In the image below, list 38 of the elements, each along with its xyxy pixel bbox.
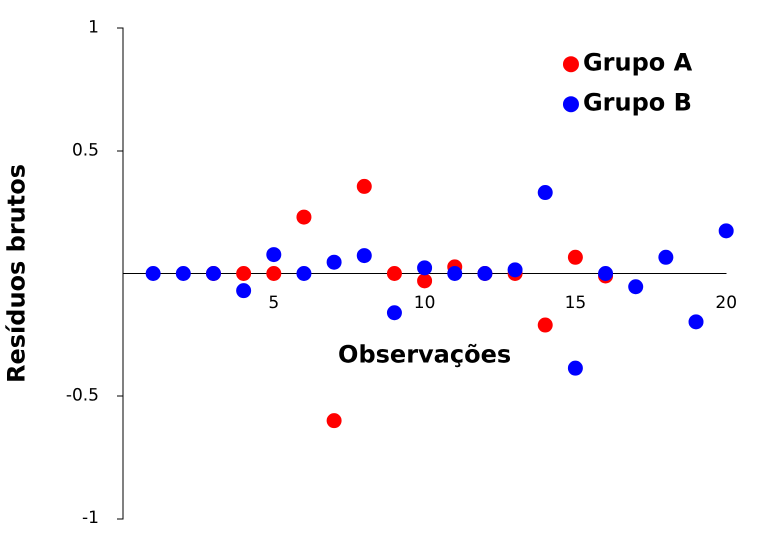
point <box>356 178 372 194</box>
point <box>236 266 252 281</box>
y-tick-label: -0.5 <box>66 386 99 406</box>
x-tick-label: 20 <box>715 293 738 314</box>
point <box>417 273 432 288</box>
point <box>296 266 312 281</box>
y-tick-label: -1 <box>82 508 99 528</box>
y-tick-label: 0.5 <box>72 140 99 160</box>
point <box>568 250 583 265</box>
x-tick-label: 5 <box>268 293 280 314</box>
point <box>146 266 161 281</box>
legend-label: Grupo B <box>582 88 692 116</box>
point <box>538 185 553 200</box>
point <box>688 314 704 330</box>
point <box>266 266 282 281</box>
y-tick-label: 1 <box>88 18 99 38</box>
point <box>508 262 523 278</box>
point <box>326 413 342 428</box>
point <box>176 266 191 281</box>
point <box>417 260 432 276</box>
point <box>296 210 312 225</box>
point <box>718 223 734 238</box>
point <box>568 360 583 376</box>
point <box>326 254 342 270</box>
point <box>386 266 402 281</box>
point <box>266 247 282 262</box>
point <box>236 283 252 298</box>
x-axis-title: Observações <box>338 340 512 369</box>
x-tick-label: 15 <box>564 293 586 314</box>
x-tick-label: 10 <box>414 293 436 314</box>
point <box>538 318 553 333</box>
point <box>386 305 402 320</box>
point <box>658 250 674 265</box>
point <box>356 248 372 264</box>
point <box>628 279 644 294</box>
point <box>447 266 462 281</box>
y-axis-title: Resíduos brutos <box>2 164 31 384</box>
legend-label: Grupo A <box>582 48 693 76</box>
